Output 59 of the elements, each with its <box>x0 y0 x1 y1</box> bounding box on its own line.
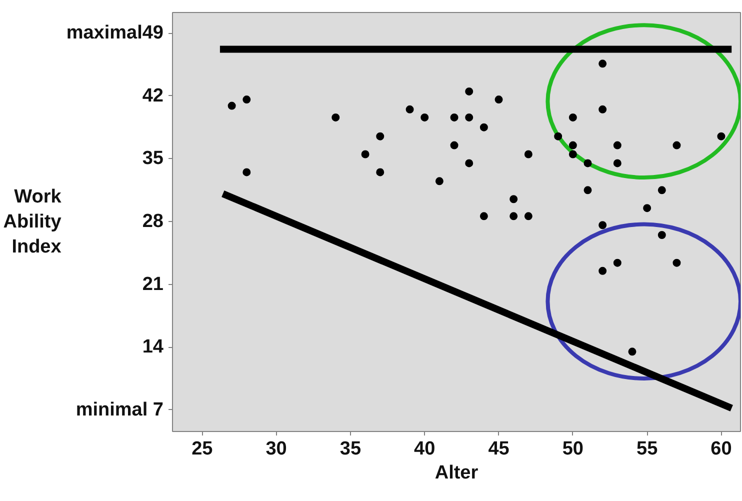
y-axis-title: Work Ability Index <box>3 186 62 258</box>
point <box>494 96 503 104</box>
x-axis-title: Alter <box>434 462 479 484</box>
x-tick-label: 60 <box>710 438 732 460</box>
y-tick-label: maximal49 <box>66 22 164 44</box>
point <box>717 132 726 140</box>
point <box>361 150 370 158</box>
point <box>568 141 577 150</box>
x-tick-label: 30 <box>266 438 287 460</box>
point <box>376 168 384 176</box>
point <box>435 177 444 186</box>
y-tick-label: 42 <box>142 85 164 106</box>
point <box>420 113 429 122</box>
point <box>465 159 474 168</box>
point <box>568 150 577 158</box>
point <box>242 96 251 104</box>
point <box>643 204 652 212</box>
x-tick-label: 45 <box>488 438 510 460</box>
point <box>598 105 607 114</box>
point <box>510 195 518 204</box>
y-tick-label: 35 <box>142 148 164 170</box>
point <box>598 60 607 68</box>
y-tick-label: 28 <box>142 211 164 232</box>
point <box>598 221 607 230</box>
x-tick-label: 35 <box>340 438 362 460</box>
point <box>524 150 532 158</box>
point <box>524 212 532 220</box>
point <box>658 186 666 194</box>
point <box>598 266 607 275</box>
x-tick-label: 25 <box>192 438 214 460</box>
point <box>672 141 681 150</box>
y-tick-label: minimal 7 <box>76 399 164 420</box>
point <box>658 231 666 240</box>
x-tick-label: 55 <box>636 438 658 460</box>
point <box>613 159 622 168</box>
point <box>584 159 592 168</box>
y-tick-label: 21 <box>142 274 164 295</box>
point <box>450 141 458 150</box>
point <box>568 113 577 122</box>
point <box>332 113 340 122</box>
point <box>480 123 488 132</box>
point <box>465 113 474 122</box>
point <box>228 102 236 110</box>
x-tick-label: 50 <box>562 438 584 460</box>
point <box>554 132 562 140</box>
x-tick-label: 40 <box>414 438 436 460</box>
point <box>480 212 488 220</box>
point <box>450 113 458 122</box>
point <box>628 348 636 356</box>
point <box>465 87 474 96</box>
y-tick-label: 14 <box>142 336 164 358</box>
point <box>510 212 518 220</box>
point <box>242 168 251 176</box>
point <box>376 132 384 140</box>
point <box>613 258 622 267</box>
point <box>613 141 622 150</box>
point <box>584 186 592 194</box>
point <box>672 258 681 267</box>
point <box>406 105 414 114</box>
